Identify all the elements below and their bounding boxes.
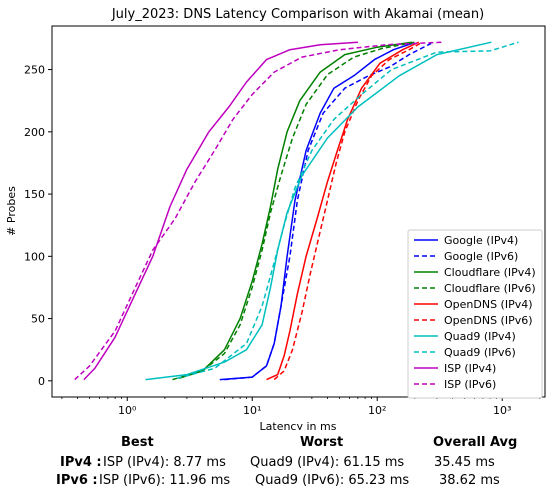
legend-label: OpenDNS (IPv6): [444, 314, 533, 327]
plot-area: [51, 25, 546, 398]
series-line: [224, 42, 432, 381]
summary-row-ipv4-worst: Quad9 (IPv4): 61.15 ms: [250, 455, 405, 470]
legend-label: ISP (IPv6): [444, 378, 496, 391]
x-tick-label: 10³: [493, 404, 511, 417]
summary-row-ipv4-label: IPv4 :: [60, 455, 102, 470]
y-tick-label: 100: [24, 250, 45, 263]
latency-chart: July_2023: DNS Latency Comparison with A…: [5, 7, 546, 430]
legend-label: Cloudflare (IPv4): [444, 266, 536, 279]
summary-header-avg: Overall Avg: [433, 435, 518, 450]
series-line: [145, 41, 492, 381]
x-tick-label: 10¹: [243, 404, 261, 417]
series-line: [266, 41, 420, 381]
series-line: [83, 41, 358, 381]
summary-row-ipv6-worst: Quad9 (IPv6): 65.23 ms: [255, 473, 410, 488]
legend-label: OpenDNS (IPv4): [444, 298, 533, 311]
legend-label: ISP (IPv4): [444, 362, 496, 375]
summary-header-best: Best: [121, 435, 154, 450]
legend-box: [407, 229, 543, 399]
summary-row-ipv6-label: IPv6 :: [56, 473, 98, 488]
summary-row-ipv6-best: ISP (IPv6): 11.96 ms: [99, 473, 231, 488]
summary-header-worst: Worst: [300, 435, 344, 450]
y-tick-label: 150: [24, 188, 45, 201]
legend-label: Google (IPv4): [444, 234, 518, 247]
y-tick-label: 250: [24, 64, 45, 77]
summary-row-ipv6-avg: 38.62 ms: [439, 473, 500, 488]
series-line: [74, 41, 443, 381]
x-axis-label: Latency in ms: [260, 420, 337, 430]
y-axis-ticks: 0 50 100 150 200 250: [24, 64, 52, 388]
summary-row-ipv4-avg: 35.45 ms: [434, 455, 495, 470]
legend-label: Quad9 (IPv4): [444, 330, 516, 343]
legend-label: Cloudflare (IPv6): [444, 282, 536, 295]
legend-label: Google (IPv6): [444, 250, 518, 263]
series-line: [178, 41, 413, 380]
chart-title: July_2023: DNS Latency Comparison with A…: [111, 7, 484, 22]
x-tick-label: 10²: [368, 404, 386, 417]
y-tick-label: 0: [38, 375, 45, 388]
y-tick-label: 50: [31, 313, 45, 326]
legend: Google (IPv4) Google (IPv6) Cloudflare (IP…: [407, 229, 543, 399]
x-axis-ticks: 10⁰ 10¹ 10² 10³: [61, 397, 541, 417]
legend-label: Quad9 (IPv6): [444, 346, 516, 359]
y-tick-label: 200: [24, 126, 45, 139]
x-tick-label: 10⁰: [118, 404, 137, 417]
series-line: [219, 42, 413, 381]
summary-row-ipv4-best: ISP (IPv4): 8.77 ms: [103, 455, 226, 470]
series-line: [172, 41, 415, 381]
series-lines: [74, 41, 519, 381]
series-line: [273, 41, 423, 381]
y-axis-label: # Probes: [5, 186, 18, 236]
